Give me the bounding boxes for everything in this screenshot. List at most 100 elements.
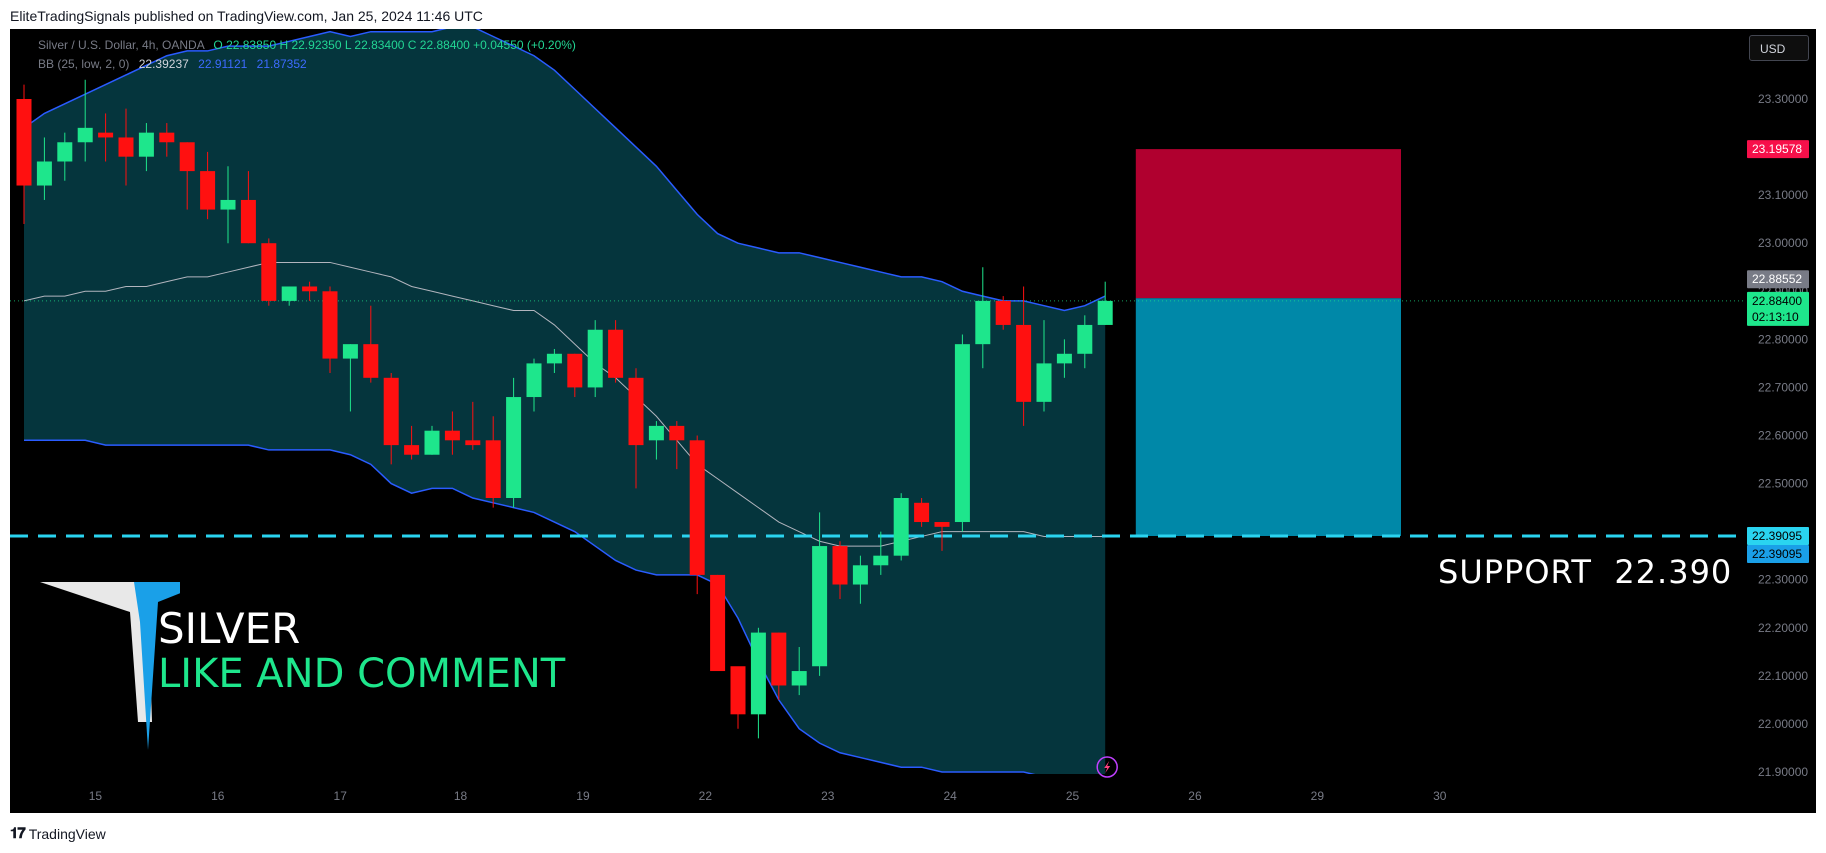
candle-body (240, 199, 256, 244)
support-label: SUPPORT 22.390 (1438, 553, 1733, 591)
price-axis (1746, 29, 1816, 813)
candle-body (138, 132, 154, 157)
publisher-header: EliteTradingSignals published on Trading… (10, 8, 483, 24)
x-tick-label: 16 (211, 789, 225, 803)
stop-price-tag: 23.19578 (1752, 142, 1802, 156)
candle-body (812, 546, 828, 667)
candle-body (587, 329, 603, 388)
price-chart[interactable]: 23.3000023.2000023.1000023.0000022.90000… (10, 29, 1816, 813)
y-tick-label: 22.50000 (1758, 477, 1808, 491)
candle-body (1097, 300, 1113, 325)
x-tick-label: 19 (576, 789, 590, 803)
y-tick-label: 22.80000 (1758, 332, 1808, 346)
candle-body (506, 397, 522, 498)
candle-body (832, 546, 848, 585)
take-profit-zone (1135, 298, 1401, 536)
candle-body (16, 99, 32, 186)
candle-body (1036, 363, 1052, 402)
y-tick-label: 21.90000 (1758, 765, 1808, 779)
candle-body (893, 497, 909, 556)
candle-body (1016, 324, 1032, 402)
y-tick-label: 23.00000 (1758, 236, 1808, 250)
candle-body (383, 377, 399, 446)
y-tick-label: 22.60000 (1758, 429, 1808, 443)
x-tick-label: 23 (821, 789, 835, 803)
candle-body (322, 291, 338, 359)
x-tick-label: 26 (1188, 789, 1202, 803)
x-tick-label: 29 (1311, 789, 1325, 803)
candle-body (873, 555, 889, 566)
candle-body (444, 430, 460, 441)
legend-symbol-row[interactable]: Silver / U.S. Dollar, 4h, OANDA O 22.838… (38, 38, 576, 52)
last-price-tag-bg (1747, 291, 1809, 326)
candle-body (689, 440, 705, 575)
candle-body (954, 344, 970, 523)
candle-body (36, 161, 52, 186)
x-tick-label: 30 (1433, 789, 1447, 803)
x-tick-label: 24 (943, 789, 957, 803)
legend-bb-lower: 21.87352 (256, 57, 307, 71)
candle-body (526, 363, 542, 398)
lightning-bolt-icon (1104, 761, 1111, 773)
candle-body (914, 502, 930, 523)
bb-band-fill (24, 29, 1106, 782)
candle-body (1077, 324, 1093, 354)
candle-body (628, 377, 644, 446)
y-tick-label: 23.10000 (1758, 188, 1808, 202)
candle-body (1056, 353, 1072, 364)
overlay-cta: LIKE AND COMMENT (158, 651, 566, 697)
candle-body (791, 671, 807, 686)
candle-body (852, 565, 868, 585)
candle-body (669, 425, 685, 441)
legend-indicator-name: BB (25, low, 2, 0) (38, 57, 130, 71)
candle-body (424, 430, 440, 455)
x-tick-label: 15 (89, 789, 103, 803)
legend-symbol: Silver / U.S. Dollar, 4h, OANDA (38, 38, 205, 52)
candle-body (118, 137, 134, 157)
candle-body (77, 127, 93, 143)
support-price-tag-b-bg (1747, 544, 1809, 563)
candle-body (179, 142, 195, 172)
x-tick-label: 17 (334, 789, 348, 803)
candle-body (546, 353, 562, 364)
candle-body (159, 132, 175, 143)
candle-body (200, 171, 216, 210)
time-axis (10, 774, 1746, 813)
y-tick-label: 22.10000 (1758, 669, 1808, 683)
legend-bb-upper: 22.91121 (198, 57, 248, 71)
bb-lower-line (24, 439, 1106, 783)
x-tick-label: 18 (454, 789, 468, 803)
x-tick-label: 25 (1066, 789, 1080, 803)
currency-button[interactable]: USD (1749, 35, 1809, 61)
legend-indicator-row[interactable]: BB (25, low, 2, 0) 22.39237 22.91121 21.… (38, 57, 307, 71)
y-tick-label: 22.20000 (1758, 621, 1808, 635)
x-tick-label: 22 (699, 789, 713, 803)
candle-body (98, 132, 114, 138)
stop-price-tag-bg (1747, 140, 1809, 159)
candle-body (567, 353, 583, 388)
candle-body (465, 440, 481, 446)
y-tick-label: 22.00000 (1758, 717, 1808, 731)
candle-body (975, 300, 991, 345)
legend-ohlc: O 22.83850 H 22.92350 L 22.83400 C 22.88… (213, 38, 576, 52)
candle-body (648, 425, 664, 441)
entry-price-tag-bg (1747, 270, 1809, 289)
stop-loss-zone (1135, 149, 1401, 299)
legend-bb-basis: 22.39237 (138, 57, 189, 71)
countdown-tag: 02:13:10 (1752, 310, 1799, 324)
tradingview-logo[interactable]: 𝟏𝟕 TradingView (10, 825, 106, 842)
candle-body (485, 440, 501, 498)
candle-body (281, 286, 297, 301)
bb-basis-line (23, 261, 1106, 547)
candle-body (771, 632, 787, 686)
candle-body (302, 286, 318, 292)
y-tick-label: 23.30000 (1758, 92, 1808, 106)
candle-body (404, 445, 420, 455)
y-tick-label: 22.70000 (1758, 380, 1808, 394)
candle-body (934, 522, 950, 527)
overlay-title: SILVER (158, 604, 301, 653)
brand-logo-icon (40, 582, 180, 750)
support-price-tag-a: 22.39095 (1752, 529, 1802, 543)
chart-frame[interactable]: 23.3000023.2000023.1000023.0000022.90000… (10, 29, 1816, 813)
tradingview-logo-text: TradingView (28, 825, 106, 842)
